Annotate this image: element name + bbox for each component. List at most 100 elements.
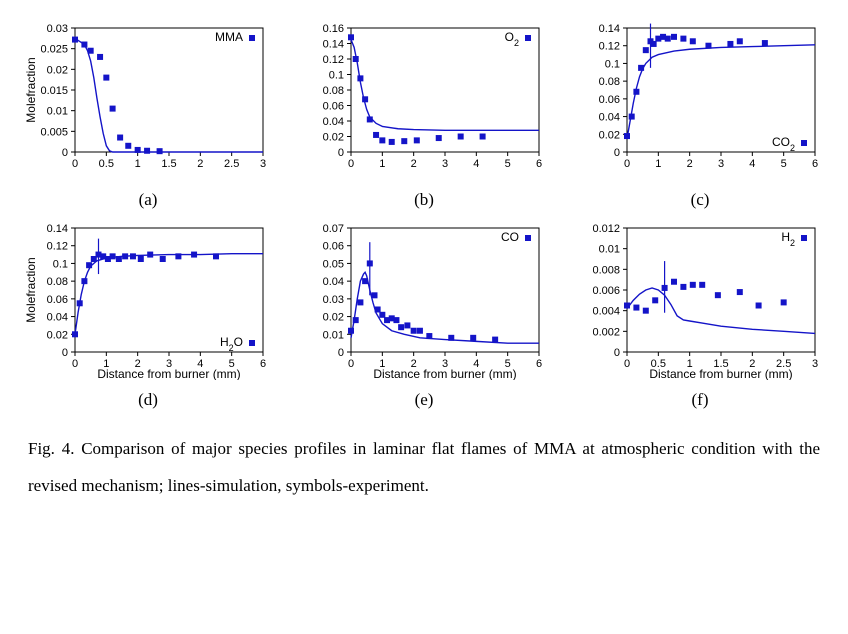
svg-text:CO2: CO2 xyxy=(772,135,795,153)
svg-text:0: 0 xyxy=(72,358,78,370)
chart-b: 0 1 2 3 4 5 6 0 0.02 0.04 0.06 0.08 0.1 0.12 0.14 0.16 O… xyxy=(299,20,549,180)
svg-text:4: 4 xyxy=(473,158,479,170)
svg-text:3: 3 xyxy=(718,158,724,170)
svg-text:0.14: 0.14 xyxy=(47,223,68,235)
svg-text:0.04: 0.04 xyxy=(323,116,344,128)
svg-text:0.16: 0.16 xyxy=(323,23,344,35)
svg-text:0.06: 0.06 xyxy=(47,294,68,306)
svg-text:6: 6 xyxy=(812,158,818,170)
svg-text:0: 0 xyxy=(624,158,630,170)
svg-text:3: 3 xyxy=(442,158,448,170)
svg-text:Molefraction: Molefraction xyxy=(24,57,38,122)
svg-text:0: 0 xyxy=(614,147,620,159)
svg-text:0.04: 0.04 xyxy=(323,276,344,288)
panel-label-d: (d) xyxy=(138,390,158,410)
svg-text:0: 0 xyxy=(338,147,344,159)
svg-text:MMA: MMA xyxy=(215,30,243,44)
svg-text:6: 6 xyxy=(536,158,542,170)
svg-text:0.03: 0.03 xyxy=(47,23,68,35)
panel-a: 0 0.5 1 1.5 2 2.5 3 0 0.005 0.01 0.015 0.02 0.025 0.0… xyxy=(20,20,276,210)
svg-text:0.08: 0.08 xyxy=(599,76,620,88)
svg-text:0.08: 0.08 xyxy=(47,276,68,288)
svg-text:0.03: 0.03 xyxy=(323,294,344,306)
panel-label-f: (f) xyxy=(692,390,709,410)
svg-text:0.1: 0.1 xyxy=(329,70,344,82)
svg-text:0.06: 0.06 xyxy=(323,241,344,253)
svg-text:Distance from burner (mm): Distance from burner (mm) xyxy=(373,367,516,380)
svg-text:2: 2 xyxy=(411,158,417,170)
svg-text:0.12: 0.12 xyxy=(47,241,68,253)
svg-text:0.025: 0.025 xyxy=(40,44,68,56)
panel-c: 012345600.020.040.060.080.10.120.14CO2(c… xyxy=(572,20,828,210)
svg-text:0.02: 0.02 xyxy=(47,64,68,76)
caption-prefix: Fig. 4. xyxy=(28,439,74,458)
svg-text:0.015: 0.015 xyxy=(40,85,68,97)
figure-grid: 00.511.522.5300.0050.010.0150.020.0250.0… xyxy=(20,20,828,410)
svg-text:0.1: 0.1 xyxy=(53,258,68,270)
panel-b: 0 1 2 3 4 5 6 0 0.02 0.04 0.06 0.08 0.1 0.12 0.14 0.16 O… xyxy=(296,20,552,210)
svg-text:H2O: H2O xyxy=(220,335,243,353)
svg-text:4: 4 xyxy=(749,158,755,170)
caption-text: Comparison of major species profiles in … xyxy=(28,439,820,495)
svg-text:0.5: 0.5 xyxy=(99,158,114,170)
svg-text:1: 1 xyxy=(655,158,661,170)
svg-text:5: 5 xyxy=(781,158,787,170)
svg-text:O2: O2 xyxy=(505,30,519,48)
svg-text:0.14: 0.14 xyxy=(323,39,344,51)
chart-a: 0 0.5 1 1.5 2 2.5 3 0 0.005 0.01 0.015 0.02 0.025 0.0… xyxy=(23,20,273,180)
svg-text:1: 1 xyxy=(135,158,141,170)
svg-text:3: 3 xyxy=(260,158,266,170)
svg-text:0.01: 0.01 xyxy=(47,106,68,118)
svg-text:0.02: 0.02 xyxy=(323,132,344,144)
svg-text:0: 0 xyxy=(72,158,78,170)
svg-text:0.002: 0.002 xyxy=(592,326,620,338)
svg-text:0.012: 0.012 xyxy=(592,223,620,235)
panel-label-a: (a) xyxy=(139,190,158,210)
svg-text:0.02: 0.02 xyxy=(47,329,68,341)
svg-text:0.08: 0.08 xyxy=(323,85,344,97)
panel-label-e: (e) xyxy=(415,390,434,410)
chart-f: 00.511.522.5300.0020.0040.0060.0080.010.… xyxy=(575,220,825,380)
svg-text:0.02: 0.02 xyxy=(323,312,344,324)
svg-text:0.14: 0.14 xyxy=(599,23,620,35)
svg-text:0: 0 xyxy=(62,147,68,159)
figure-caption: Fig. 4. Comparison of major species prof… xyxy=(20,430,828,505)
chart-d: 012345600.020.040.060.080.10.120.14Dista… xyxy=(23,220,273,380)
svg-text:0: 0 xyxy=(624,358,630,370)
chart-c: 012345600.020.040.060.080.10.120.14CO2 xyxy=(575,20,825,180)
svg-text:1.5: 1.5 xyxy=(161,158,176,170)
svg-text:0: 0 xyxy=(62,347,68,359)
svg-text:0.07: 0.07 xyxy=(323,223,344,235)
svg-text:0.01: 0.01 xyxy=(323,329,344,341)
svg-text:0.006: 0.006 xyxy=(592,285,620,297)
svg-text:0.005: 0.005 xyxy=(40,126,68,138)
svg-text:Distance from burner (mm): Distance from burner (mm) xyxy=(649,367,792,380)
svg-text:0.12: 0.12 xyxy=(323,54,344,66)
panel-e: 012345600.010.020.030.040.050.060.07Dist… xyxy=(296,220,552,410)
svg-text:2: 2 xyxy=(687,158,693,170)
svg-text:0: 0 xyxy=(348,158,354,170)
svg-text:2.5: 2.5 xyxy=(224,158,239,170)
svg-text:0.05: 0.05 xyxy=(323,258,344,270)
svg-text:3: 3 xyxy=(812,358,818,370)
svg-text:2: 2 xyxy=(197,158,203,170)
chart-e: 012345600.010.020.030.040.050.060.07Dist… xyxy=(299,220,549,380)
svg-text:1: 1 xyxy=(379,158,385,170)
svg-text:5: 5 xyxy=(505,158,511,170)
svg-text:0.01: 0.01 xyxy=(599,244,620,256)
panel-d: 012345600.020.040.060.080.10.120.14Dista… xyxy=(20,220,276,410)
svg-text:6: 6 xyxy=(260,358,266,370)
svg-text:CO: CO xyxy=(501,230,519,244)
svg-text:Molefraction: Molefraction xyxy=(24,257,38,322)
svg-text:0.008: 0.008 xyxy=(592,264,620,276)
svg-text:Distance from burner (mm): Distance from burner (mm) xyxy=(97,367,240,380)
svg-text:6: 6 xyxy=(536,358,542,370)
svg-text:0.1: 0.1 xyxy=(605,58,620,70)
svg-text:0.06: 0.06 xyxy=(599,94,620,106)
svg-text:H2: H2 xyxy=(781,230,795,248)
svg-text:0.06: 0.06 xyxy=(323,101,344,113)
panel-label-b: (b) xyxy=(414,190,434,210)
panel-label-c: (c) xyxy=(691,190,710,210)
svg-text:0: 0 xyxy=(338,347,344,359)
svg-text:0.004: 0.004 xyxy=(592,306,620,318)
